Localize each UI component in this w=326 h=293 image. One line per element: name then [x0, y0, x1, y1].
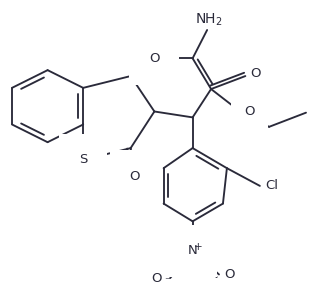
Text: S: S	[79, 154, 87, 166]
Text: O: O	[149, 52, 160, 65]
Text: O: O	[224, 268, 234, 281]
Text: N: N	[188, 244, 198, 257]
Text: O: O	[244, 105, 255, 118]
Text: O: O	[129, 170, 140, 183]
Text: +: +	[194, 242, 203, 252]
Text: O: O	[250, 67, 261, 80]
Text: ⁻: ⁻	[164, 275, 170, 289]
Text: NH$_2$: NH$_2$	[195, 12, 223, 28]
Text: Cl: Cl	[265, 179, 278, 193]
Text: O: O	[152, 272, 162, 285]
